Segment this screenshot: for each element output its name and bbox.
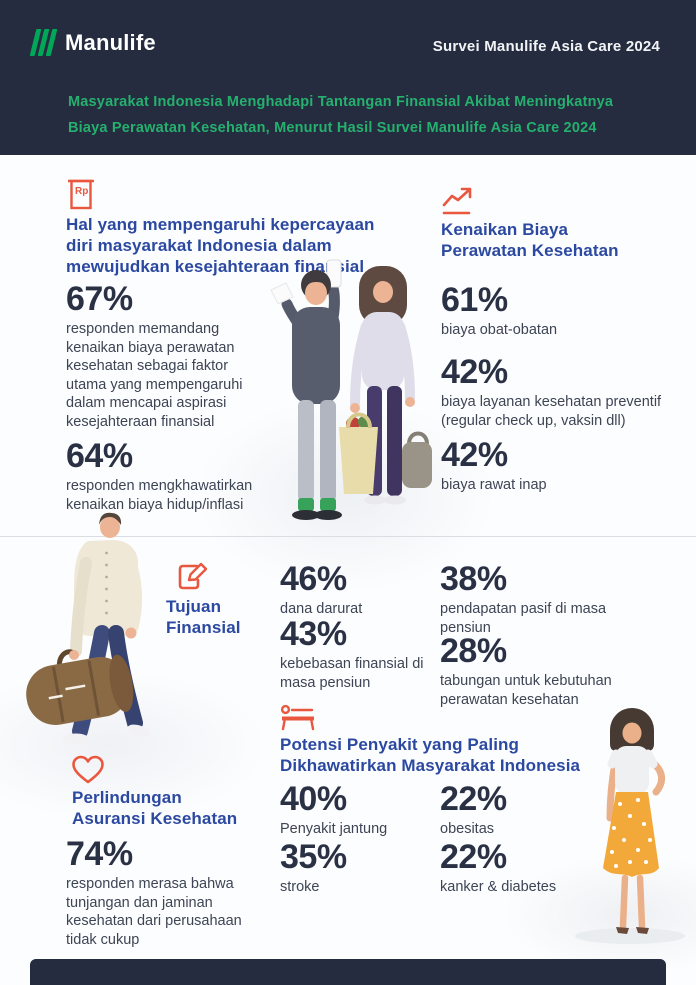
section-title-diseases: Potensi Penyakit yang Paling Dikhawatirk… [280, 735, 581, 775]
stat-value: 42% [441, 353, 508, 391]
stat-value: 28% [440, 632, 507, 670]
heart-icon [70, 754, 106, 791]
stat-disease-1: 40% Penyakit jantung [280, 781, 450, 839]
rupiah-icon: Rp [66, 177, 96, 218]
stat-label: responden merasa bahwa tunjangan dan jam… [66, 876, 242, 948]
headline-line-1: Masyarakat Indonesia Menghadapi Tantanga… [68, 94, 614, 110]
stat-costs-1: 61% biaya obat-obatan [441, 282, 661, 340]
stat-goals-2: 43% kebebasan finansial di masa pensiun [280, 616, 462, 692]
stat-label: tabungan untuk kebutuhan perawatan keseh… [440, 673, 612, 708]
stat-label: pendapatan pasif di masa pensiun [440, 601, 607, 636]
stat-value: 42% [441, 436, 508, 474]
section-title-financial-goals: Tujuan Finansial [166, 597, 241, 637]
stat-label: Penyakit jantung [280, 821, 388, 837]
stat-value: 64% [66, 437, 133, 475]
stat-costs-3: 42% biaya rawat inap [441, 437, 661, 495]
stat-goals-1: 46% dana darurat [280, 561, 450, 619]
stat-value: 43% [280, 615, 347, 653]
trend-up-icon [441, 186, 477, 223]
headline-line-2: Biaya Perawatan Kesehatan, Menurut Hasil… [68, 120, 597, 136]
survey-title: Survei Manulife Asia Care 2024 [432, 38, 660, 55]
stat-value: 22% [440, 780, 507, 818]
stat-label: kebebasan finansial di masa pensiun [280, 656, 424, 691]
stat-label: biaya rawat inap [441, 477, 547, 493]
brand-name: Manulife [65, 29, 156, 55]
footer-bar [30, 959, 666, 985]
stat-value: 46% [280, 560, 347, 598]
stat-goals-3: 38% pendapatan pasif di masa pensiun [440, 561, 640, 637]
stat-value: 61% [441, 281, 508, 319]
stat-goals-4: 28% tabungan untuk kebutuhan perawatan k… [440, 633, 640, 709]
stat-label: biaya layanan kesehatan preventif (regul… [441, 394, 662, 429]
illustration-woman-yellow-skirt [572, 702, 692, 952]
stat-value: 35% [280, 838, 347, 876]
stat-value: 40% [280, 780, 347, 818]
stat-confidence-1: 67% responden memandang kenaikan biaya p… [66, 281, 264, 431]
stat-label: responden memandang kenaikan biaya peraw… [66, 321, 243, 430]
stat-disease-2: 35% stroke [280, 839, 450, 897]
stat-costs-2: 42% biaya layanan kesehatan preventif (r… [441, 354, 681, 430]
stat-label: biaya obat-obatan [441, 322, 558, 338]
stat-value: 67% [66, 280, 133, 318]
illustration-couple-shopping [243, 252, 443, 531]
stat-value: 38% [440, 560, 507, 598]
stat-label: responden mengkhawatirkan kenaikan biaya… [66, 478, 253, 513]
pencil-note-icon [175, 560, 209, 599]
stat-confidence-2: 64% responden mengkhawatirkan kenaikan b… [66, 438, 298, 514]
stat-insurance-1: 74% responden merasa bahwa tunjangan dan… [66, 836, 272, 949]
stat-disease-4: 22% kanker & diabetes [440, 839, 610, 897]
headline: Masyarakat Indonesia Menghadapi Tantanga… [68, 89, 613, 141]
svg-text:Rp: Rp [75, 186, 88, 197]
hospital-bed-icon [280, 704, 316, 737]
stat-disease-3: 22% obesitas [440, 781, 610, 839]
stat-label: kanker & diabetes [440, 879, 557, 895]
section-divider [0, 536, 696, 537]
illustration-man-duffel [18, 505, 188, 772]
stat-value: 22% [440, 838, 507, 876]
stat-value: 74% [66, 835, 133, 873]
section-title-insurance: Perlindungan Asuransi Kesehatan [72, 788, 238, 828]
stat-label: obesitas [440, 821, 495, 837]
manulife-logo: Manulife [29, 29, 156, 56]
stat-label: stroke [280, 879, 320, 895]
stat-label: dana darurat [280, 601, 363, 617]
section-title-healthcare-costs: Kenaikan Biaya Perawatan Kesehatan [441, 220, 619, 260]
manulife-logo-icon [29, 29, 58, 56]
header: Manulife Survei Manulife Asia Care 2024 … [0, 0, 696, 155]
section-title-confidence: Hal yang mempengaruhi kepercayaan diri m… [66, 215, 375, 276]
